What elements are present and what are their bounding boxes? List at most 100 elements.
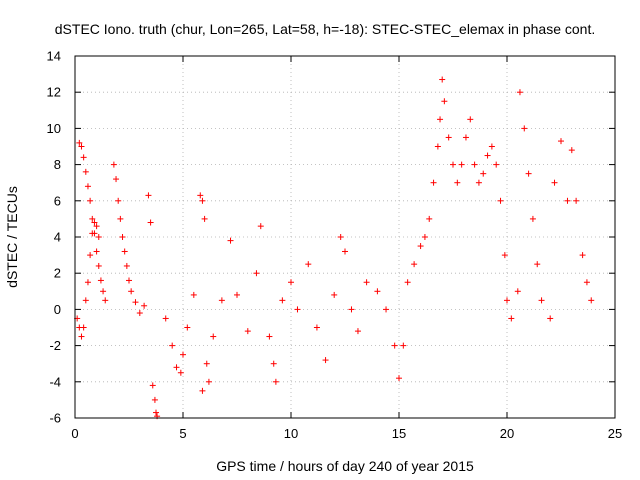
data-point <box>80 154 87 161</box>
data-point <box>100 288 107 295</box>
y-tick-label: 8 <box>54 157 61 172</box>
data-point <box>173 364 180 371</box>
data-point <box>521 125 528 132</box>
data-point <box>508 315 515 322</box>
data-point <box>363 279 370 286</box>
data-point <box>421 234 428 240</box>
data-point <box>547 315 554 322</box>
data-point <box>441 98 448 105</box>
data-point <box>497 197 504 204</box>
data-point <box>313 324 320 331</box>
data-point <box>253 270 260 277</box>
data-point <box>454 179 461 186</box>
data-point <box>87 252 94 259</box>
data-point <box>115 197 122 204</box>
data-point <box>153 409 159 416</box>
data-point <box>162 315 169 322</box>
data-point <box>234 291 240 298</box>
data-point <box>354 328 361 335</box>
data-point <box>305 261 312 268</box>
data-point <box>119 234 126 240</box>
data-point <box>95 234 102 240</box>
data-point <box>568 147 575 154</box>
data-point <box>288 279 294 286</box>
data-point <box>588 297 595 304</box>
data-point <box>430 179 437 186</box>
data-point <box>573 197 580 204</box>
data-point <box>89 215 96 222</box>
data-point <box>294 306 301 313</box>
data-point <box>504 297 510 304</box>
data-point <box>190 291 197 298</box>
data-point <box>93 223 100 230</box>
data-point <box>501 252 508 259</box>
data-point <box>322 357 329 364</box>
data-point <box>82 297 89 304</box>
data-point <box>337 234 344 240</box>
data-point <box>180 351 186 358</box>
x-ticks: 0 5 10 15 20 25 <box>71 56 622 441</box>
data-point <box>383 306 390 313</box>
data-point <box>270 360 277 367</box>
data-point <box>272 378 279 385</box>
data-point <box>342 248 348 255</box>
data-point <box>203 360 210 367</box>
data-point <box>467 116 474 123</box>
data-points <box>74 76 595 420</box>
data-point <box>331 291 338 298</box>
data-point <box>82 168 89 175</box>
data-point <box>199 387 206 394</box>
data-point <box>244 328 251 335</box>
data-point <box>480 170 487 177</box>
y-tick-label: 10 <box>47 121 61 136</box>
data-point <box>113 176 120 183</box>
data-point <box>534 261 541 268</box>
data-point <box>450 161 456 168</box>
data-point <box>266 333 273 340</box>
data-point <box>404 279 411 286</box>
data-point <box>117 215 124 222</box>
chart-title: dSTEC Iono. truth (chur, Lon=265, Lat=58… <box>55 21 595 37</box>
data-point <box>437 116 444 123</box>
y-axis-label: dSTEC / TECUs <box>4 186 20 288</box>
data-point <box>417 243 424 250</box>
data-point <box>218 297 225 304</box>
data-point <box>257 223 264 230</box>
data-point <box>149 382 156 389</box>
data-point <box>95 262 102 269</box>
data-point <box>374 288 381 295</box>
data-point <box>197 192 204 199</box>
x-tick-label: 5 <box>179 426 186 441</box>
data-point <box>525 170 532 177</box>
data-point <box>462 134 469 141</box>
data-point <box>475 179 482 186</box>
data-point <box>411 261 418 268</box>
data-point <box>128 288 135 295</box>
data-point <box>558 138 564 145</box>
y-tick-label: 2 <box>54 266 61 281</box>
data-point <box>169 342 176 349</box>
y-tick-label: -6 <box>49 411 61 426</box>
y-ticks: -6 -4 -2 0 2 4 6 8 10 12 14 <box>47 49 615 426</box>
data-point <box>434 143 441 150</box>
data-point <box>80 324 87 331</box>
data-point <box>484 152 491 159</box>
data-point <box>227 237 234 244</box>
data-point <box>76 139 83 146</box>
data-point <box>458 161 465 168</box>
data-point <box>471 161 478 168</box>
data-point <box>538 297 545 304</box>
y-tick-label: -4 <box>49 374 61 389</box>
y-tick-label: 6 <box>54 193 61 208</box>
y-tick-label: 12 <box>47 85 61 100</box>
data-point <box>145 192 152 199</box>
y-tick-label: 4 <box>54 230 61 245</box>
data-point <box>91 219 98 226</box>
data-point <box>488 143 495 150</box>
data-point <box>583 279 590 286</box>
data-point <box>579 252 586 259</box>
data-point <box>205 378 212 385</box>
data-point <box>84 279 91 286</box>
data-point <box>136 310 143 317</box>
